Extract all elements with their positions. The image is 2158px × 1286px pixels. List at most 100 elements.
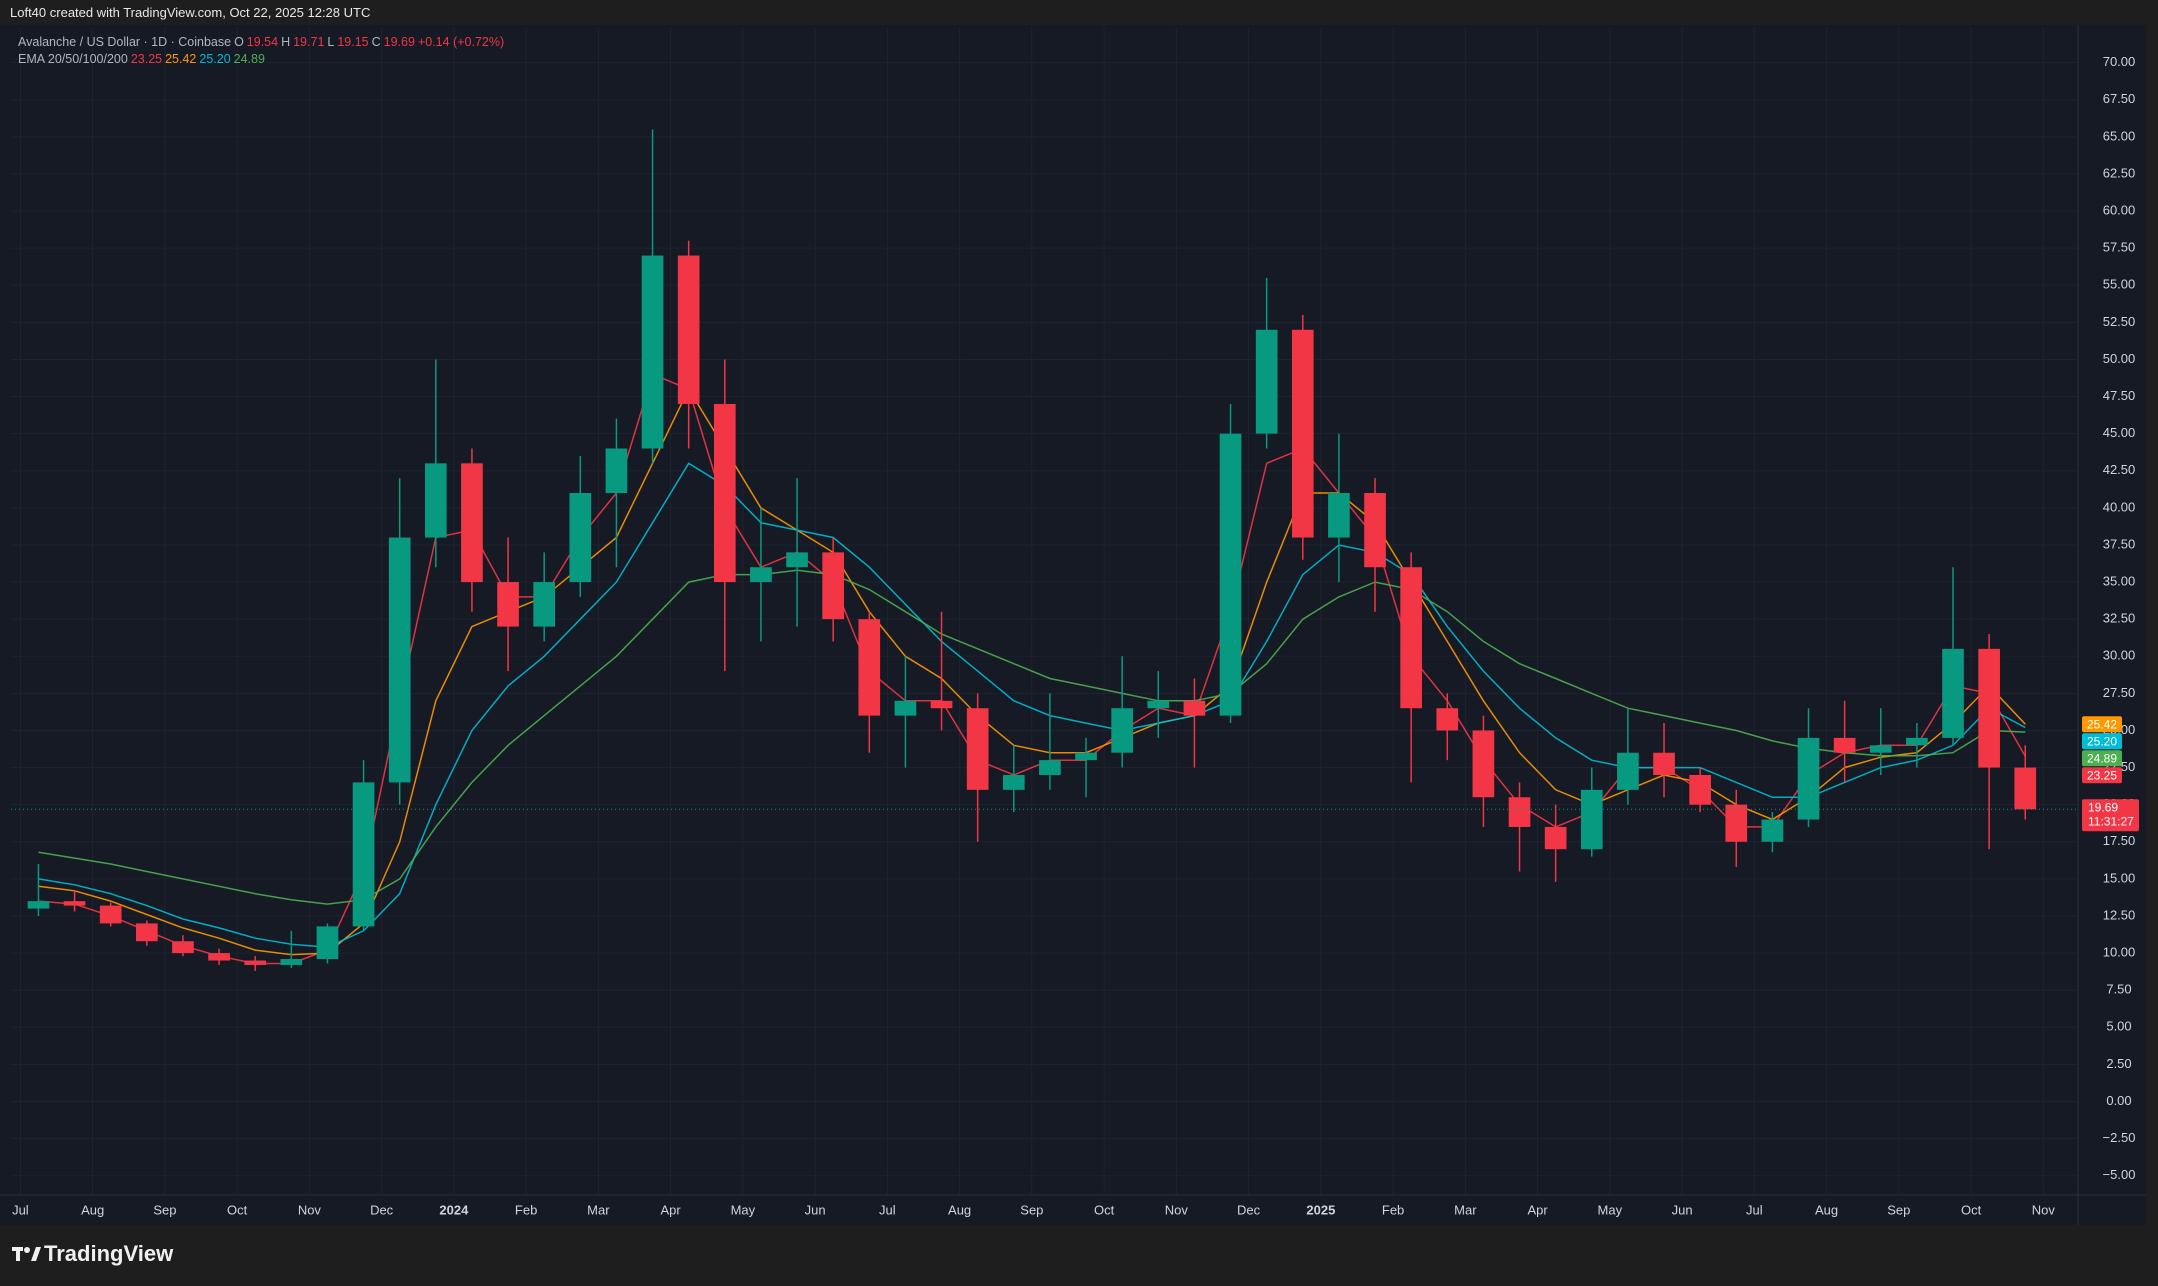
candle-body [1544, 826, 1567, 850]
candle-body [1291, 329, 1314, 538]
x-tick-label: Jul [12, 1202, 29, 1217]
price-badge [2082, 750, 2122, 767]
candle-body [822, 552, 845, 620]
y-tick-label: 52.50 [2103, 314, 2136, 329]
x-tick-label: Dec [1237, 1202, 1261, 1217]
x-tick-label: Jul [1746, 1202, 1763, 1217]
ema-value: 23.25 [130, 52, 163, 66]
candle-body [1653, 752, 1675, 775]
y-tick-label: 62.50 [2103, 165, 2136, 180]
y-tick-label: 37.50 [2103, 536, 2136, 551]
candle-body [424, 463, 447, 538]
x-tick-label: 2024 [439, 1202, 469, 1217]
attribution: Loft40 created with TradingView.com, Oct… [10, 5, 371, 20]
x-tick-label: Mar [1454, 1202, 1477, 1217]
indicator: EMA 20/50/100/200 [18, 52, 128, 66]
change: +0.14 (+0.72%) [417, 35, 505, 49]
candle-body [172, 941, 194, 954]
candle-body [208, 953, 230, 961]
candle-body [99, 905, 122, 924]
candle-body [1508, 797, 1531, 827]
y-tick-label: 27.50 [2103, 685, 2136, 700]
x-tick-label: Aug [1815, 1202, 1838, 1217]
candle-body [1183, 700, 1206, 716]
logo-part [24, 1247, 30, 1253]
legend: Avalanche / US Dollar · 1D · Coinbase O 19… [18, 34, 507, 68]
candle-body [786, 552, 808, 568]
x-tick-label: Oct [227, 1202, 248, 1217]
candle-body [1833, 737, 1856, 753]
candle-body [569, 493, 592, 583]
x-tick-label: May [731, 1202, 756, 1217]
y-tick-label: 60.00 [2103, 202, 2136, 217]
candle-body [1761, 819, 1784, 842]
candle-body [1328, 493, 1350, 538]
logo-part [31, 1247, 41, 1261]
x-tick-label: Sep [1020, 1202, 1043, 1217]
x-tick-label: Jul [879, 1202, 896, 1217]
candle-body [388, 537, 411, 783]
x-tick-label: Apr [661, 1202, 682, 1217]
logo-part [16, 1247, 20, 1261]
x-tick-label: Nov [2032, 1202, 2056, 1217]
last-price-badge [2082, 799, 2139, 832]
price-badge-label: 23.25 [2087, 768, 2117, 782]
candle-body [641, 255, 664, 449]
ema-value: 24.89 [233, 52, 265, 66]
ema-value: 25.42 [165, 52, 197, 66]
candle-body [1255, 329, 1278, 434]
y-tick-label: 50.00 [2103, 351, 2136, 366]
y-tick-label: 67.50 [2103, 91, 2136, 106]
x-tick-label: Mar [587, 1202, 610, 1217]
candle-body [1400, 567, 1422, 709]
y-tick-label: 57.50 [2103, 240, 2136, 255]
ohlc-value: 19.15 [337, 35, 369, 49]
ohlc-value: 19.54 [246, 35, 279, 49]
candle-body [1436, 708, 1459, 731]
x-tick-label: Nov [1165, 1202, 1189, 1217]
x-tick-label: Nov [298, 1202, 322, 1217]
y-tick-label: 5.00 [2106, 1019, 2131, 1034]
candle-body [966, 708, 989, 790]
candle-body [1978, 648, 2000, 768]
brand: TradingView [44, 1241, 174, 1266]
price-badge [2082, 733, 2122, 750]
x-tick-label: Oct [1094, 1202, 1115, 1217]
y-tick-label: 65.00 [2103, 128, 2136, 143]
candle-body [677, 255, 700, 404]
x-tick-label: Jun [805, 1202, 826, 1217]
candle-body [1689, 774, 1711, 805]
candle-body [533, 582, 556, 627]
y-tick-label: 2.50 [2106, 1056, 2131, 1071]
y-tick-label: 45.00 [2103, 425, 2136, 440]
y-tick-label: −2.50 [2103, 1130, 2136, 1145]
candle-body [1075, 752, 1097, 761]
y-tick-label: 40.00 [2103, 499, 2136, 514]
x-tick-label: Oct [1961, 1202, 1982, 1217]
price-badge-label: 25.42 [2087, 717, 2117, 731]
candle-body [1869, 745, 1892, 753]
y-tick-label: 17.50 [2103, 833, 2136, 848]
price-badge-label: 25.20 [2087, 734, 2117, 748]
ohlc-key: C [371, 35, 381, 49]
y-tick-label: 0.00 [2106, 1093, 2131, 1108]
candle-body [352, 782, 375, 927]
candle-body [63, 901, 86, 906]
ohlc-key: H [281, 35, 291, 49]
candle-body [135, 923, 158, 942]
candle-body [1617, 752, 1639, 790]
candle-body [930, 700, 953, 709]
tv-logo [12, 1247, 41, 1261]
x-tick-label: Aug [948, 1202, 971, 1217]
x-tick-label: Aug [81, 1202, 104, 1217]
legend-row: Avalanche / US Dollar · 1D · Coinbase O 19… [18, 34, 507, 51]
price-badge [2082, 716, 2122, 733]
countdown: 11:31:27 [2088, 814, 2134, 828]
candle-body [2014, 767, 2037, 810]
candle-body [1906, 737, 1928, 746]
candle-body [1364, 493, 1386, 568]
candle-body [27, 901, 50, 909]
ohlc-key: L [327, 35, 335, 49]
